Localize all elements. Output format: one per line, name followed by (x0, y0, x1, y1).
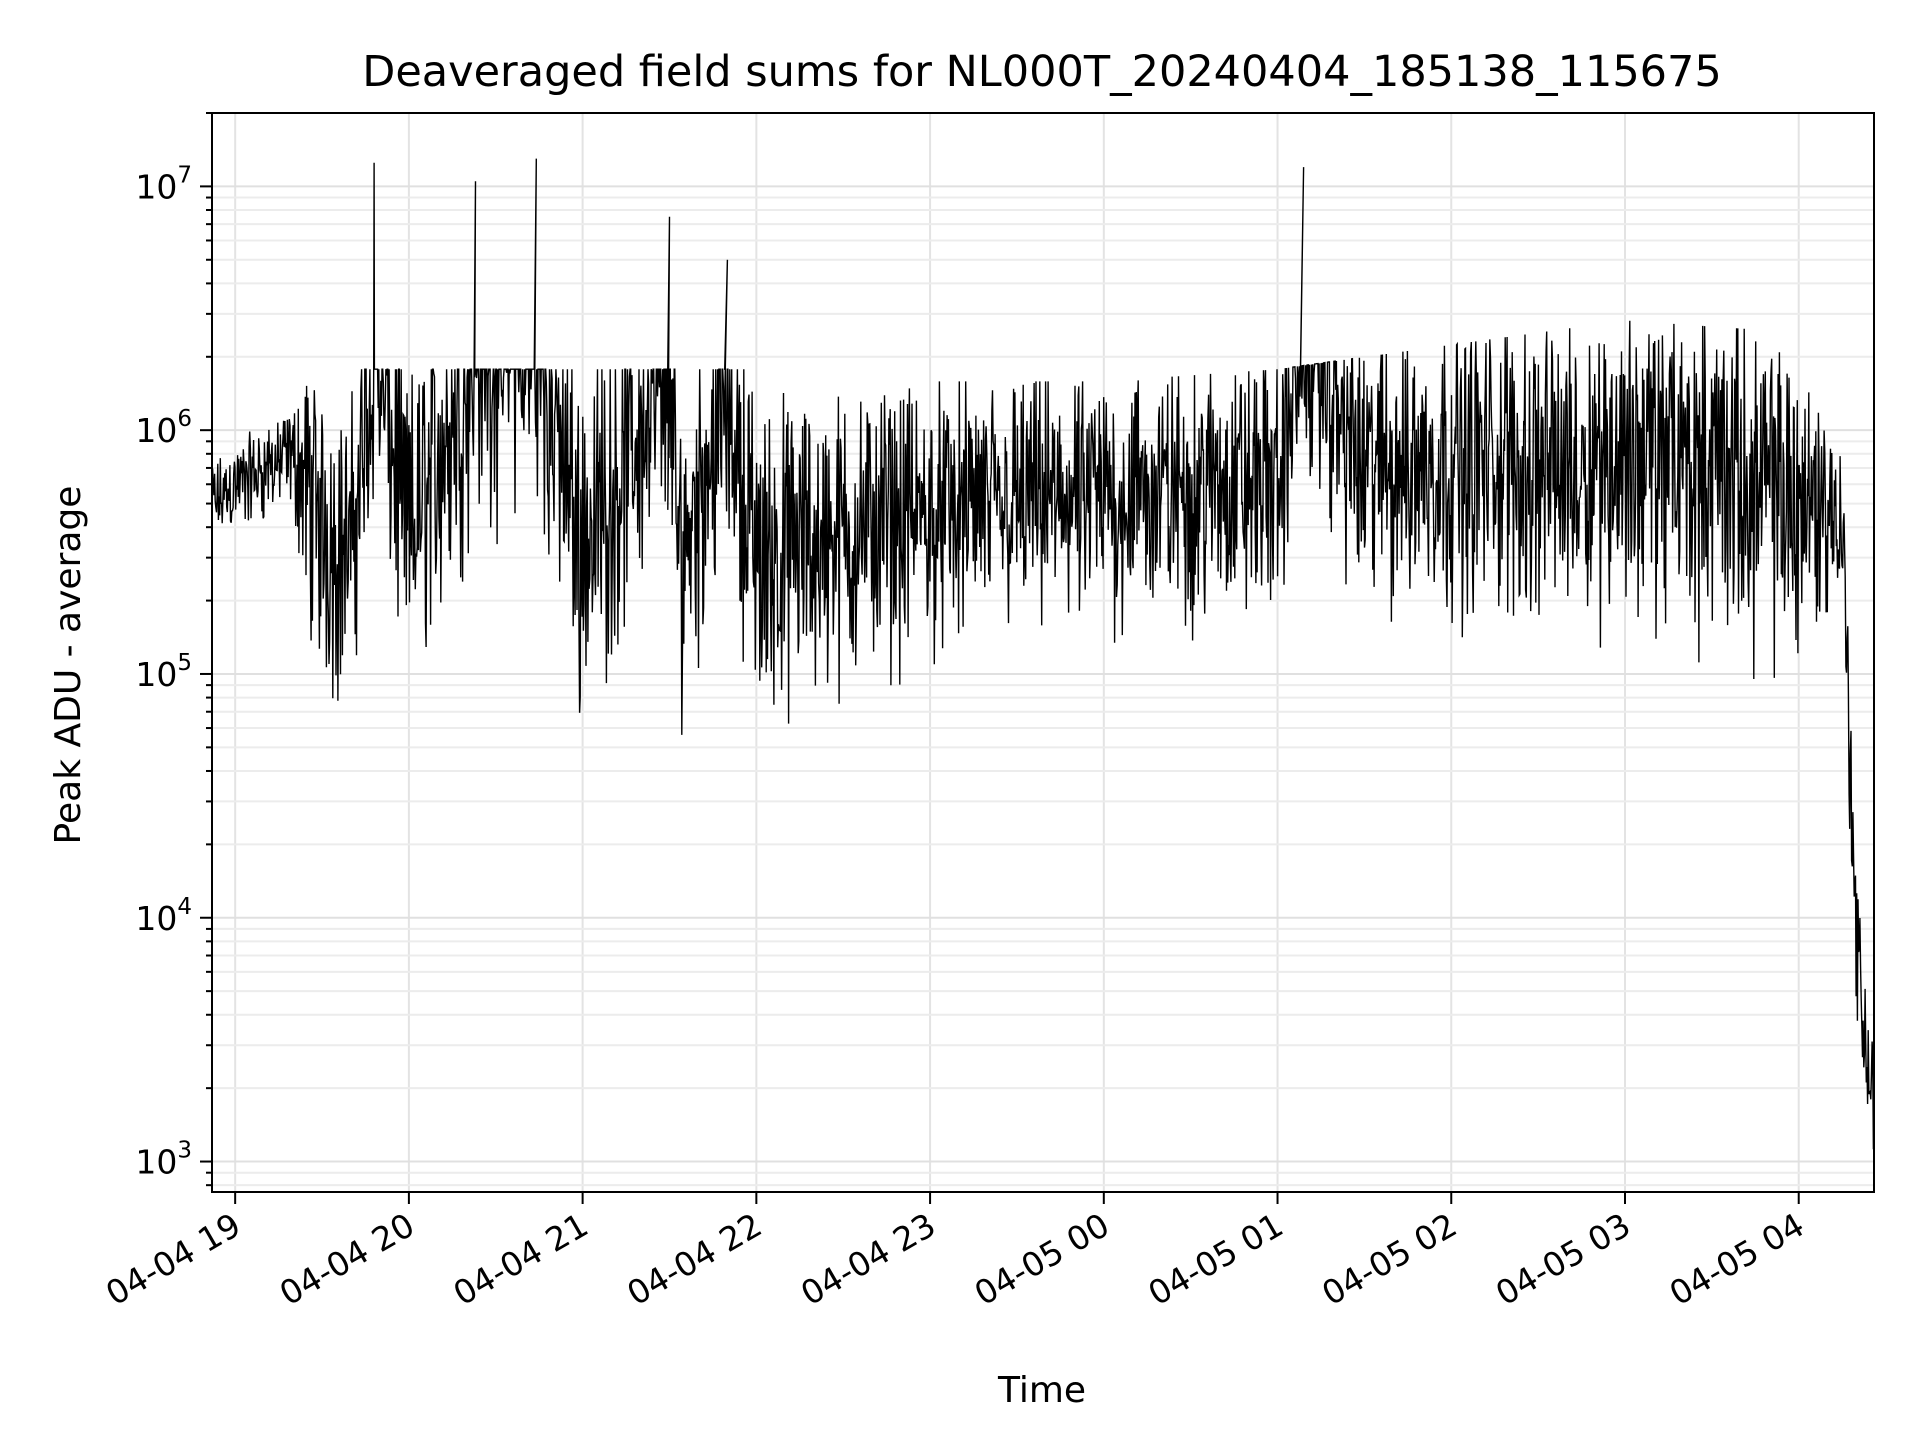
y-tick-label: 105 (135, 650, 192, 694)
y-tick-exponent: 3 (177, 1138, 192, 1164)
axis-ticks (200, 112, 1800, 1204)
y-tick-exponent: 6 (177, 406, 192, 432)
x-axis-label: Time (997, 1370, 1086, 1411)
y-tick-label: 103 (135, 1138, 192, 1182)
y-tick-label: 104 (135, 894, 192, 938)
y-axis-label: Peak ADU - average (48, 486, 89, 845)
y-tick-base: 10 (135, 411, 177, 450)
y-tick-exponent: 4 (177, 894, 192, 920)
y-tick-label: 106 (135, 406, 192, 450)
series-line (211, 158, 1875, 1152)
y-tick-base: 10 (135, 899, 177, 938)
y-tick-exponent: 5 (177, 650, 192, 676)
plot-frame (211, 112, 1875, 1193)
y-tick-base: 10 (135, 655, 177, 694)
data-line (211, 158, 1875, 1152)
y-tick-base: 10 (135, 1143, 177, 1182)
chart-title: Deaveraged field sums for NL000T_2024040… (362, 47, 1722, 97)
y-tick-exponent: 7 (177, 162, 192, 188)
y-tick-base: 10 (135, 167, 177, 206)
y-tick-label: 107 (135, 162, 192, 206)
